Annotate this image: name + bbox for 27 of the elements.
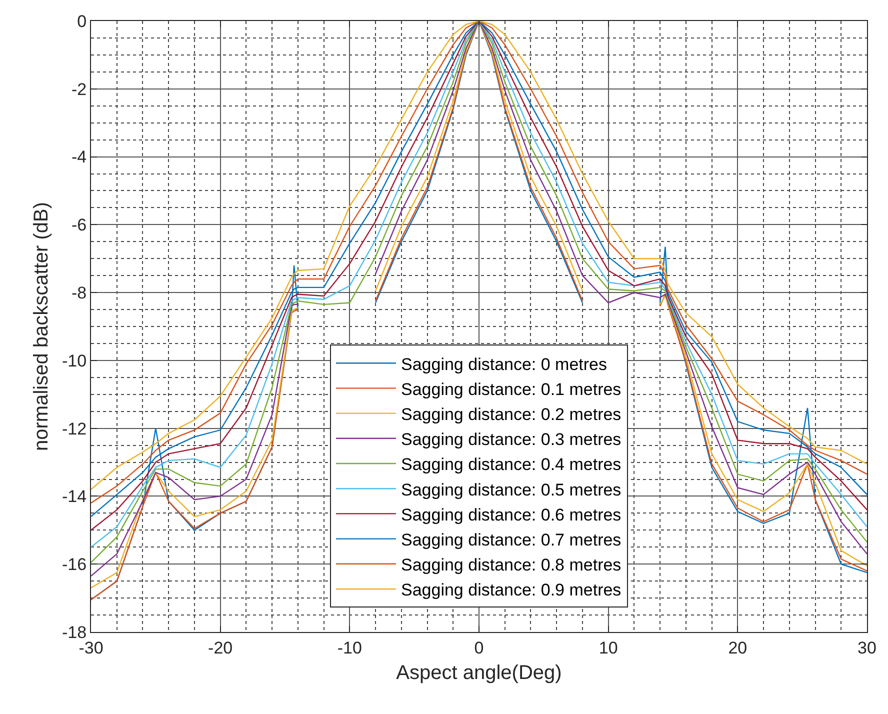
y-tick-label: -14 [62, 487, 87, 506]
x-tick-label: -10 [337, 638, 362, 658]
legend-label: Sagging distance: 0.7 metres [401, 530, 622, 550]
legend-label: Sagging distance: 0.3 metres [401, 430, 622, 450]
x-tick-label: 20 [728, 638, 748, 658]
y-axis-title: normalised backscatter (dB) [30, 202, 53, 451]
x-tick-label: 30 [858, 638, 876, 658]
legend-label: Sagging distance: 0.9 metres [401, 580, 622, 600]
y-tick-label: -4 [71, 148, 87, 167]
legend-label: Sagging distance: 0.8 metres [401, 556, 622, 575]
x-tick-label: 0 [474, 638, 484, 658]
legend-label: Sagging distance: 0.5 metres [401, 480, 622, 500]
x-tick-label: 10 [598, 638, 618, 658]
legend-label: Sagging distance: 0.6 metres [401, 505, 622, 524]
x-axis-title: Aspect angle(Deg) [396, 662, 562, 684]
y-tick-label: -16 [62, 555, 87, 574]
y-tick-label: 0 [77, 12, 87, 31]
legend-label: Sagging distance: 0.1 metres [401, 380, 622, 399]
legend-label: Sagging distance: 0 metres [401, 354, 608, 374]
y-tick-label: -10 [62, 351, 87, 370]
y-tick-label: -12 [62, 419, 87, 438]
legend-label: Sagging distance: 0.2 metres [401, 404, 622, 424]
legend-label: Sagging distance: 0.4 metres [401, 455, 622, 474]
y-tick-label: -6 [71, 216, 87, 235]
y-tick-label: -2 [71, 80, 87, 99]
x-tick-label: -20 [208, 638, 233, 658]
y-tick-label: -8 [71, 284, 87, 303]
